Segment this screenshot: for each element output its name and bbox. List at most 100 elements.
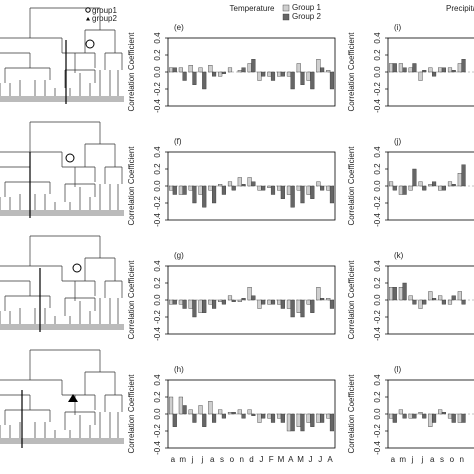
bar	[270, 299, 276, 305]
bar	[188, 299, 193, 309]
bar	[172, 67, 177, 73]
bar	[286, 413, 291, 432]
bar	[398, 287, 403, 301]
x-tick-label: a	[430, 455, 435, 464]
bar	[237, 409, 242, 415]
bar	[212, 299, 217, 309]
bar	[237, 70, 242, 73]
bar	[457, 413, 462, 423]
bar	[461, 59, 466, 73]
x-tick-label: j	[191, 455, 194, 464]
bar	[447, 413, 453, 419]
y-tick-label: -0.4	[153, 213, 162, 227]
bar	[198, 299, 203, 313]
bar	[412, 413, 417, 419]
bar	[277, 413, 282, 419]
bar	[398, 185, 403, 195]
bar	[227, 295, 233, 301]
bar	[296, 413, 301, 427]
bar	[451, 413, 456, 423]
x-tick-label: d	[249, 455, 253, 464]
bar	[398, 409, 403, 415]
y-tick-label: 0.2	[373, 163, 382, 175]
bar	[326, 70, 331, 73]
bar	[428, 291, 433, 301]
bar	[212, 185, 217, 204]
x-tick-label: o	[230, 455, 235, 464]
bar	[457, 291, 462, 301]
bar	[418, 299, 423, 309]
bar	[320, 185, 325, 191]
y-tick-label: 0.0	[373, 180, 382, 192]
bar	[457, 63, 462, 73]
y-tick-label: 0.2	[153, 163, 162, 175]
y-axis-label: Correlation Coefficient	[127, 374, 136, 454]
bar	[412, 63, 417, 73]
bar	[172, 185, 177, 195]
legend-label: group1	[92, 6, 117, 15]
bar	[316, 181, 321, 187]
bar	[270, 71, 276, 81]
bar	[320, 413, 325, 423]
bar	[388, 63, 394, 73]
bar	[402, 185, 407, 195]
bar	[188, 409, 193, 415]
y-tick-label: 0.4	[373, 32, 382, 44]
y-axis-label: Correlation Coefficient	[347, 32, 356, 112]
bar	[451, 295, 456, 301]
bar	[290, 413, 295, 432]
bar	[182, 299, 187, 309]
y-tick-label: -0.2	[153, 82, 162, 96]
bar	[280, 185, 285, 199]
bar	[231, 185, 236, 191]
x-tick-label: A	[327, 455, 333, 464]
bar	[310, 71, 315, 90]
x-tick-label: j	[411, 455, 414, 464]
bar	[202, 299, 207, 313]
bar	[329, 71, 335, 90]
group-marker	[68, 394, 78, 402]
dendrograms: group1 group2	[0, 6, 125, 448]
y-tick-label: 0.4	[373, 146, 382, 158]
bar	[280, 71, 285, 77]
y-tick-label: 0.2	[373, 49, 382, 61]
x-tick-label: m	[399, 455, 406, 464]
bar	[432, 181, 437, 187]
bar	[402, 413, 407, 419]
bar	[257, 413, 262, 423]
bar	[261, 71, 266, 77]
bar	[316, 59, 321, 73]
y-tick-label: -0.2	[373, 310, 382, 324]
bar	[320, 67, 325, 73]
bar	[247, 287, 252, 301]
bar	[280, 413, 285, 423]
x-tick-label: J	[308, 455, 312, 464]
bar	[286, 185, 291, 195]
bar	[438, 295, 443, 301]
bar	[451, 184, 456, 187]
bar	[221, 413, 226, 419]
bar	[418, 181, 423, 187]
bar	[300, 71, 305, 85]
bar	[192, 185, 197, 204]
bar	[277, 299, 282, 305]
bar	[212, 413, 217, 423]
bar	[461, 413, 466, 423]
bar	[408, 67, 413, 73]
column-title: Temperature	[230, 4, 275, 13]
legend-swatch	[282, 13, 290, 21]
bar	[447, 299, 453, 305]
bar	[251, 59, 256, 73]
bar	[261, 413, 266, 419]
bar	[178, 396, 183, 415]
bar	[408, 295, 413, 301]
bar	[188, 185, 193, 191]
bar	[408, 413, 413, 419]
bar	[208, 401, 213, 415]
bar	[202, 71, 207, 90]
x-tick-label: j	[200, 455, 203, 464]
bar	[227, 412, 233, 415]
legend-marker	[85, 7, 91, 13]
bar	[286, 299, 291, 309]
